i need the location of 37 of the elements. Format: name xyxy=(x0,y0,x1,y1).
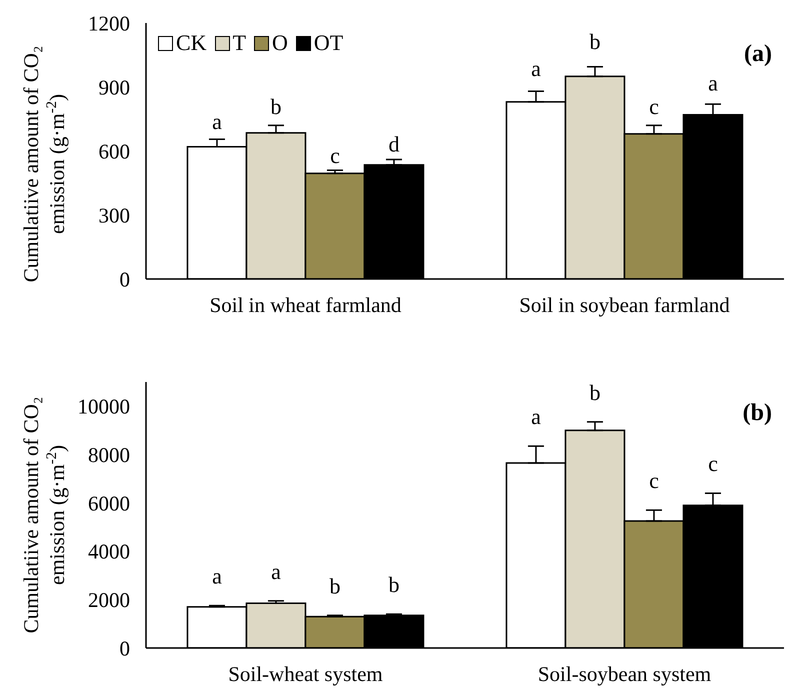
data-label: a xyxy=(708,70,718,96)
data-label: c xyxy=(649,468,660,494)
y-tick-label: 0 xyxy=(120,267,130,292)
legend-label: CK xyxy=(175,30,207,56)
legend-label: OT xyxy=(312,30,344,56)
y-tick-label: 2000 xyxy=(88,588,130,612)
y-tick-label: 900 xyxy=(98,75,130,100)
x-tick-label: Soil in soybean farmland xyxy=(519,292,730,317)
y-tick-label: 4000 xyxy=(88,540,130,564)
data-label: a xyxy=(531,56,542,82)
y-tick-label: 600 xyxy=(98,139,130,164)
x-tick-label: Soil-wheat system xyxy=(228,662,383,686)
data-label: b xyxy=(329,573,340,598)
y-tick-label: 0 xyxy=(120,636,130,660)
y-tick-label: 8000 xyxy=(88,443,130,467)
legend-label: T xyxy=(232,30,246,56)
x-tick-label: Soil-soybean system xyxy=(538,662,712,686)
data-label: c xyxy=(708,451,718,476)
data-label: a xyxy=(531,404,542,430)
data-label: d xyxy=(388,131,400,156)
legend-label: O xyxy=(271,30,288,56)
data-label: a xyxy=(212,564,222,589)
y-tick-label: 6000 xyxy=(88,491,130,516)
data-label: c xyxy=(649,94,660,119)
y-tick-label: 1200 xyxy=(88,11,130,36)
y-tick-label: 10000 xyxy=(78,394,130,419)
data-label: b xyxy=(388,572,400,598)
annotation: (b) xyxy=(742,400,772,427)
data-label: a xyxy=(212,109,222,134)
annotation: (a) xyxy=(744,41,772,68)
data-label: b xyxy=(589,29,600,54)
y-tick-label: 300 xyxy=(98,203,130,228)
data-label: c xyxy=(330,143,340,168)
data-label: b xyxy=(589,380,600,405)
data-label: a xyxy=(271,558,282,584)
data-label: b xyxy=(270,94,282,119)
x-tick-label: Soil in wheat farmland xyxy=(210,292,402,317)
